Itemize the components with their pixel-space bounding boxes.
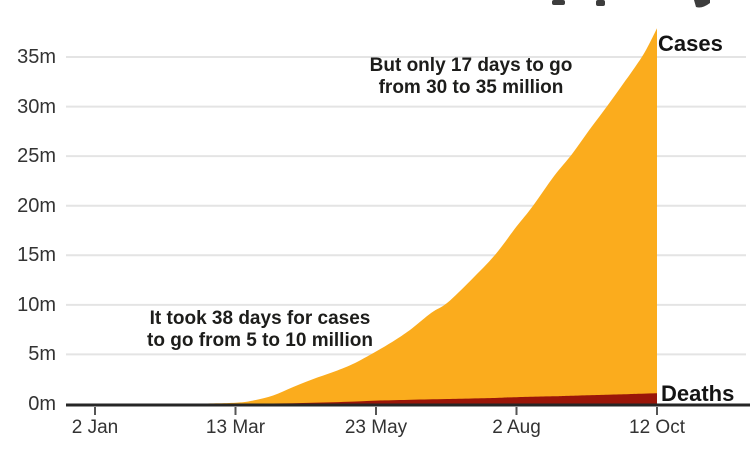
y-axis-tick-label: 20m <box>17 194 56 217</box>
annotation-38-days: It took 38 days for cases to go from 5 t… <box>110 308 410 352</box>
x-axis-tick-label: 23 May <box>344 417 408 438</box>
annotation-17-days: But only 17 days to go from 30 to 35 mil… <box>340 55 602 99</box>
cropped-title-remnants <box>552 0 710 8</box>
cases-area <box>95 28 657 405</box>
x-axis-ticks <box>94 407 659 415</box>
deaths-series-label: Deaths <box>661 381 735 406</box>
x-axis-tick-label: 13 Mar <box>205 417 266 438</box>
area-series <box>95 28 657 405</box>
y-axis-tick-label: 5m <box>28 343 56 366</box>
horizontal-gridlines <box>66 56 746 356</box>
y-axis-tick-label: 0m <box>28 393 56 415</box>
y-axis-tick-label: 30m <box>17 95 56 118</box>
deaths-area <box>95 393 657 404</box>
x-axis-tick-label: 2 Jan <box>71 417 119 438</box>
annotation-line: But only 17 days to go <box>369 55 573 76</box>
annotation-line: from 30 to 35 million <box>378 77 564 98</box>
annotation-line: It took 38 days for cases <box>149 308 371 329</box>
y-axis-tick-label: 10m <box>17 293 56 316</box>
cases-series-label: Cases <box>658 31 723 56</box>
x-axis-tick-label: 12 Oct <box>629 417 685 438</box>
y-axis-tick-label: 35m <box>17 46 56 68</box>
y-axis-tick-label: 25m <box>17 145 56 168</box>
y-axis-tick-label: 15m <box>17 244 56 267</box>
annotation-line: to go from 5 to 10 million <box>147 330 373 351</box>
x-axis-tick-label: 2 Aug <box>492 417 541 438</box>
